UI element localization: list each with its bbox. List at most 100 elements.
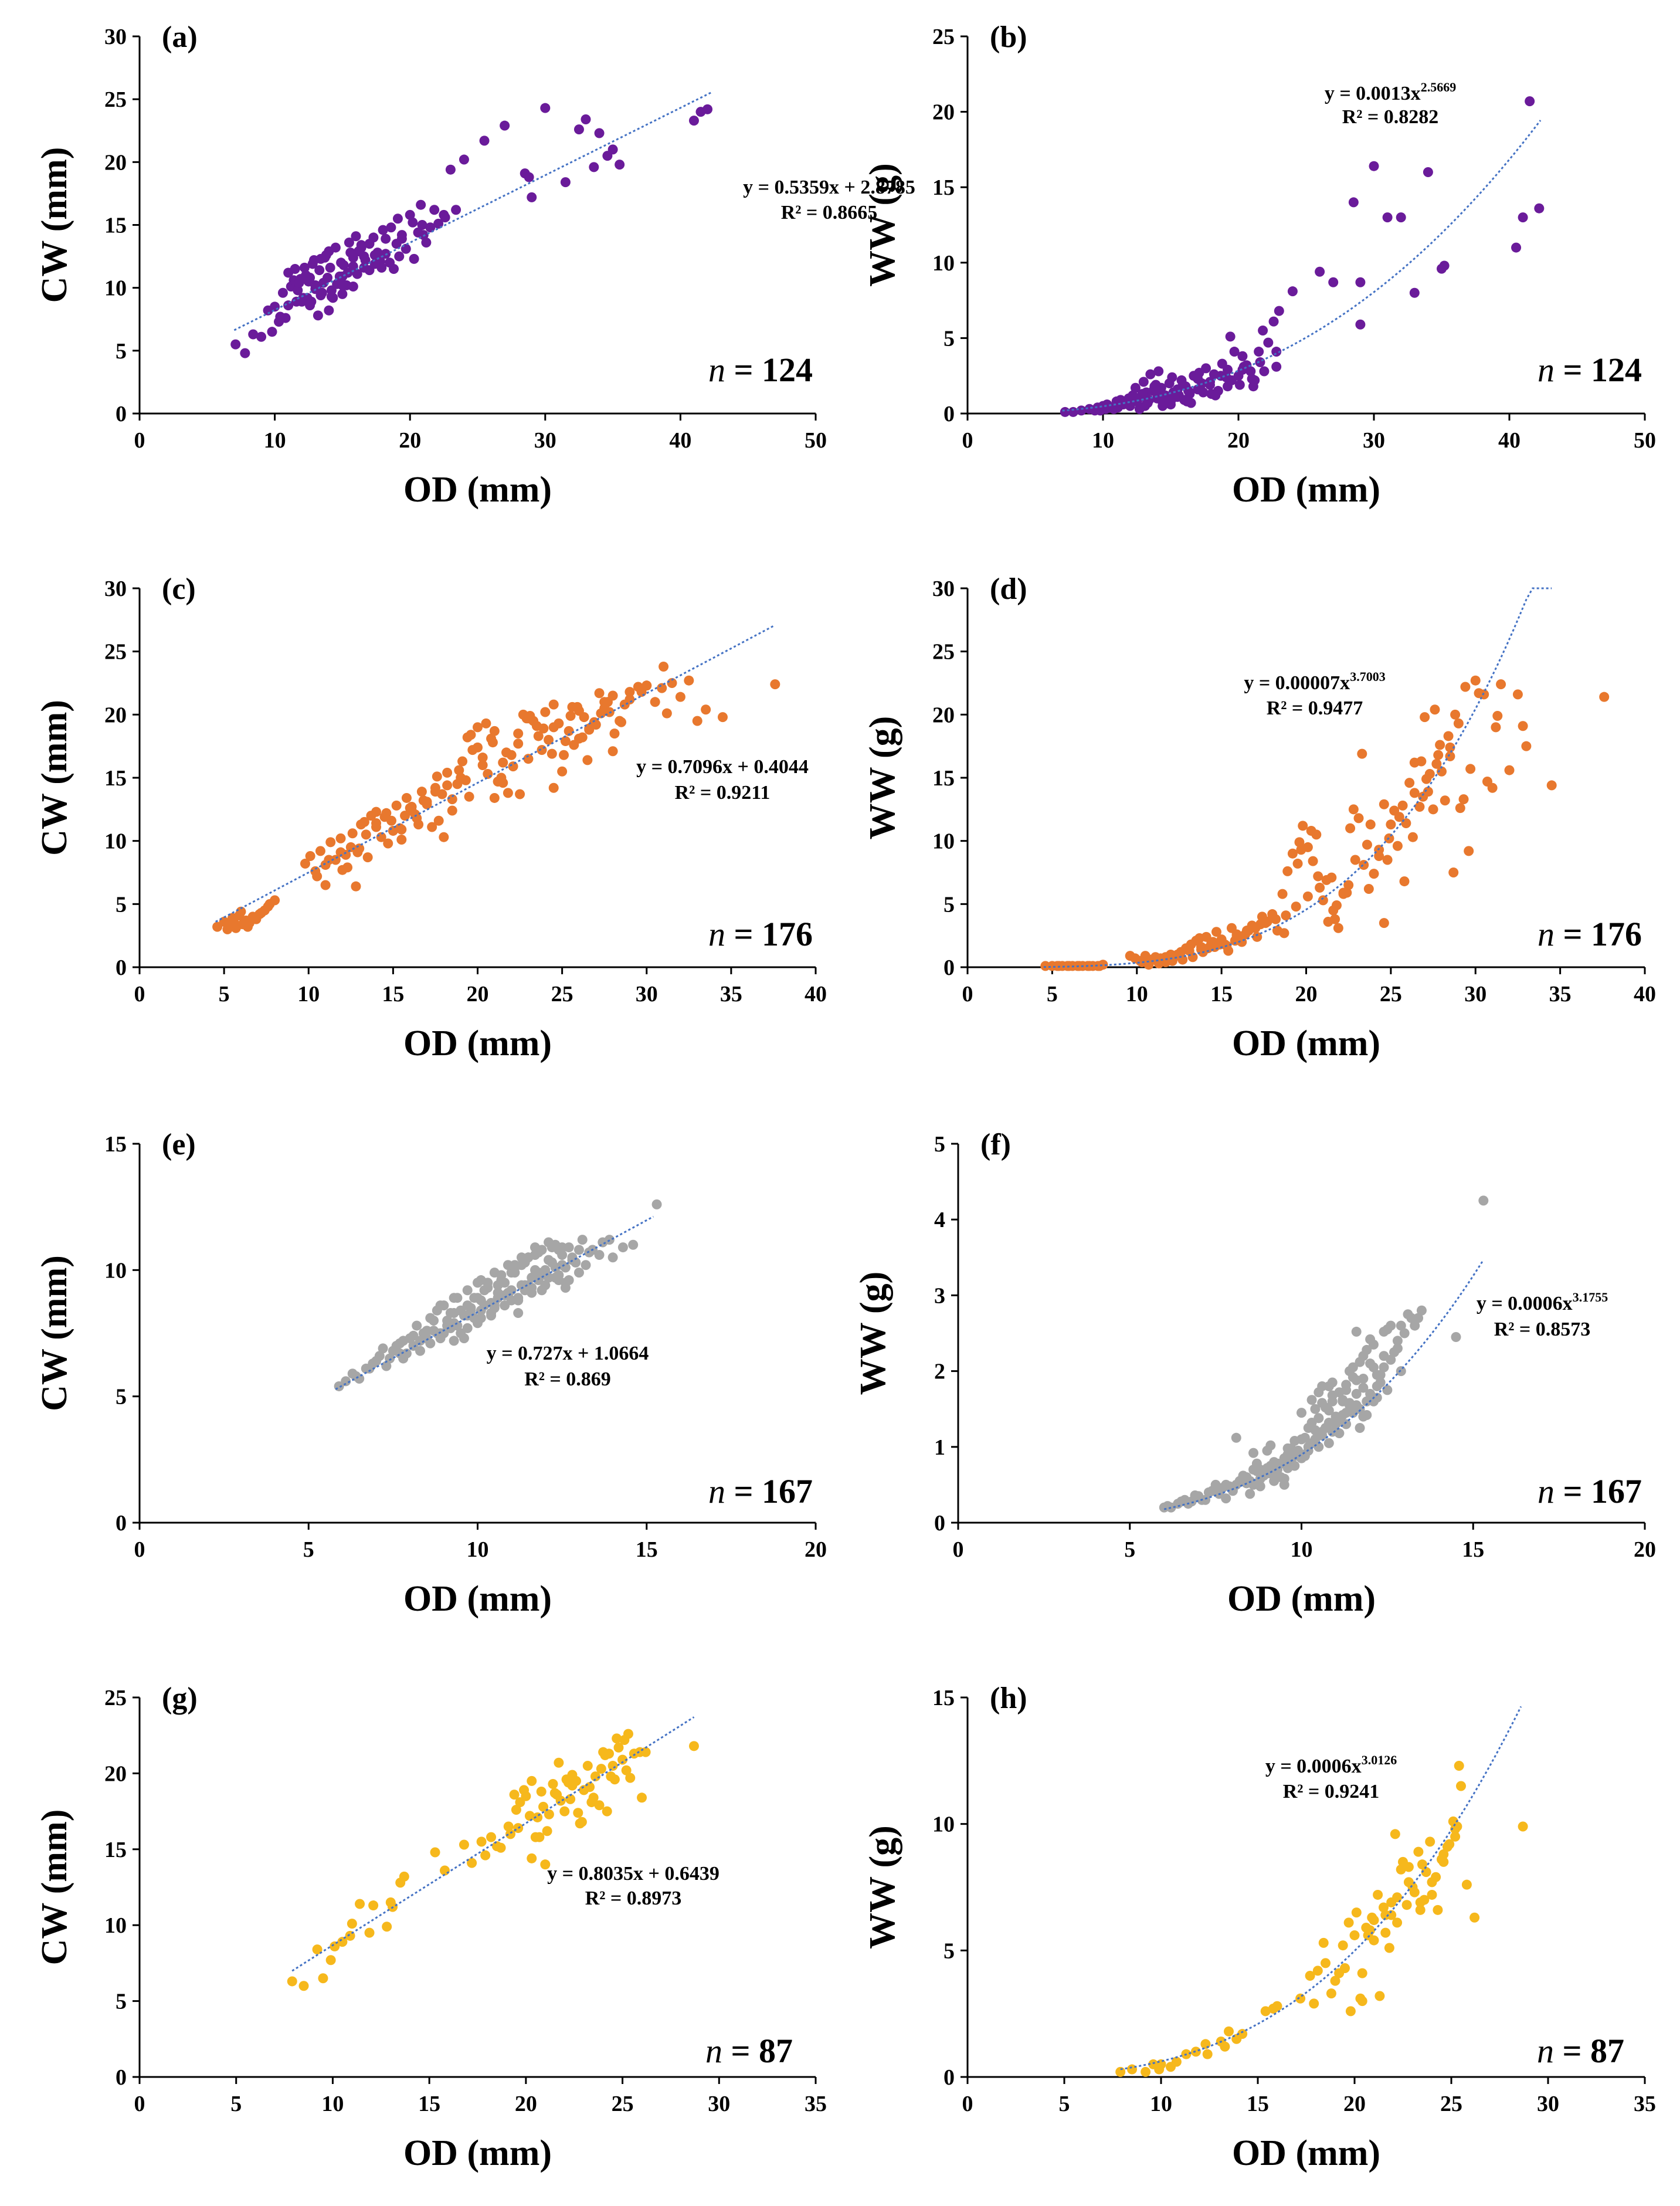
data-point <box>460 775 471 785</box>
y-tick-label: 15 <box>104 766 127 791</box>
data-point <box>590 1771 600 1782</box>
data-point <box>571 1257 581 1268</box>
y-tick-label: 5 <box>116 339 127 364</box>
data-point <box>320 880 331 890</box>
data-point <box>634 1747 645 1757</box>
data-point <box>1518 212 1528 223</box>
data-point <box>383 838 393 849</box>
sample-size-value: = 87 <box>722 2032 793 2070</box>
data-point <box>1399 1328 1410 1338</box>
data-point <box>1287 286 1298 297</box>
r-squared: R² = 0.9211 <box>675 782 771 804</box>
data-point <box>1252 931 1262 942</box>
r-squared: R² = 0.869 <box>524 1368 611 1390</box>
data-point <box>1318 1937 1329 1948</box>
data-point <box>1202 2049 1213 2059</box>
data-point <box>1305 1970 1315 1981</box>
y-tick-label: 5 <box>943 326 955 351</box>
data-point <box>542 1826 552 1836</box>
x-tick-label: 25 <box>551 982 573 1007</box>
x-axis-title: OD (mm) <box>403 1579 552 1619</box>
data-point <box>385 1897 396 1907</box>
data-point <box>527 1287 537 1298</box>
data-point <box>1403 1862 1414 1872</box>
data-point <box>1221 1493 1231 1504</box>
trendline <box>1062 120 1542 412</box>
data-point <box>1331 1415 1341 1426</box>
y-tick-label: 5 <box>116 892 127 917</box>
data-point <box>1167 372 1177 382</box>
data-point <box>599 703 610 714</box>
data-point <box>1289 1435 1300 1446</box>
data-point <box>1348 1408 1358 1418</box>
data-point <box>326 292 337 302</box>
data-point <box>1386 819 1396 830</box>
sample-size-value: = 167 <box>725 1472 813 1510</box>
data-point <box>513 1293 524 1303</box>
data-point <box>1382 1385 1393 1395</box>
data-point <box>439 1865 450 1876</box>
y-tick-label: 25 <box>104 1686 127 1710</box>
data-point <box>1084 961 1095 971</box>
data-point <box>440 212 450 223</box>
data-point <box>577 1235 588 1245</box>
data-point <box>315 290 326 301</box>
data-point <box>427 822 437 832</box>
data-point <box>1369 1915 1379 1926</box>
data-point <box>1245 1489 1255 1499</box>
x-axis-title: OD (mm) <box>1232 2133 1380 2173</box>
data-point <box>447 805 457 816</box>
data-point <box>1141 2066 1151 2077</box>
data-point <box>391 800 402 811</box>
data-point <box>352 847 363 858</box>
data-point <box>1105 402 1115 413</box>
data-point <box>1345 823 1356 833</box>
data-point <box>503 788 513 798</box>
data-point <box>388 825 398 836</box>
y-axis-title: CW (mm) <box>35 1809 74 1966</box>
data-point <box>410 809 420 819</box>
sample-size-label: n = 87 <box>705 2032 793 2070</box>
x-tick-label: 40 <box>1634 982 1656 1007</box>
data-point <box>1344 1400 1355 1411</box>
data-point <box>1268 316 1279 327</box>
data-point <box>300 858 310 869</box>
y-tick-label: 10 <box>104 1258 127 1283</box>
data-point <box>567 702 578 712</box>
data-point <box>609 728 620 739</box>
data-point <box>1409 788 1420 798</box>
data-point <box>1423 167 1433 177</box>
data-point <box>1068 406 1078 417</box>
data-point <box>348 282 358 292</box>
data-point <box>1274 306 1284 316</box>
data-point <box>476 1836 487 1847</box>
data-point <box>305 273 315 283</box>
data-point <box>1177 379 1188 390</box>
x-tick-label: 20 <box>399 428 421 453</box>
x-tick-label: 50 <box>805 428 827 453</box>
sample-size-label: n = 167 <box>1538 1472 1642 1510</box>
data-point <box>688 1741 699 1751</box>
data-point <box>449 1318 459 1329</box>
x-tick-label: 25 <box>612 2092 634 2116</box>
y-tick-label: 10 <box>104 1913 127 1938</box>
data-point <box>770 679 780 690</box>
equation-exponent: 3.1755 <box>1573 1290 1608 1304</box>
y-axis-title: WW (g) <box>853 1272 893 1395</box>
data-point <box>341 1376 351 1387</box>
data-point <box>1392 1917 1403 1928</box>
data-point <box>615 160 625 170</box>
y-tick-label: 3 <box>934 1283 945 1308</box>
y-tick-label: 0 <box>116 2065 127 2090</box>
data-point <box>581 1260 591 1270</box>
data-point <box>513 1308 524 1319</box>
data-point <box>637 1792 647 1803</box>
data-point <box>416 787 427 797</box>
data-point <box>537 1245 547 1255</box>
x-tick-label: 35 <box>1549 982 1572 1007</box>
data-point <box>361 829 371 840</box>
panel-label: (f) <box>980 1128 1011 1161</box>
data-point <box>549 1788 560 1798</box>
data-point <box>1230 936 1240 946</box>
trendline <box>291 1716 695 1972</box>
